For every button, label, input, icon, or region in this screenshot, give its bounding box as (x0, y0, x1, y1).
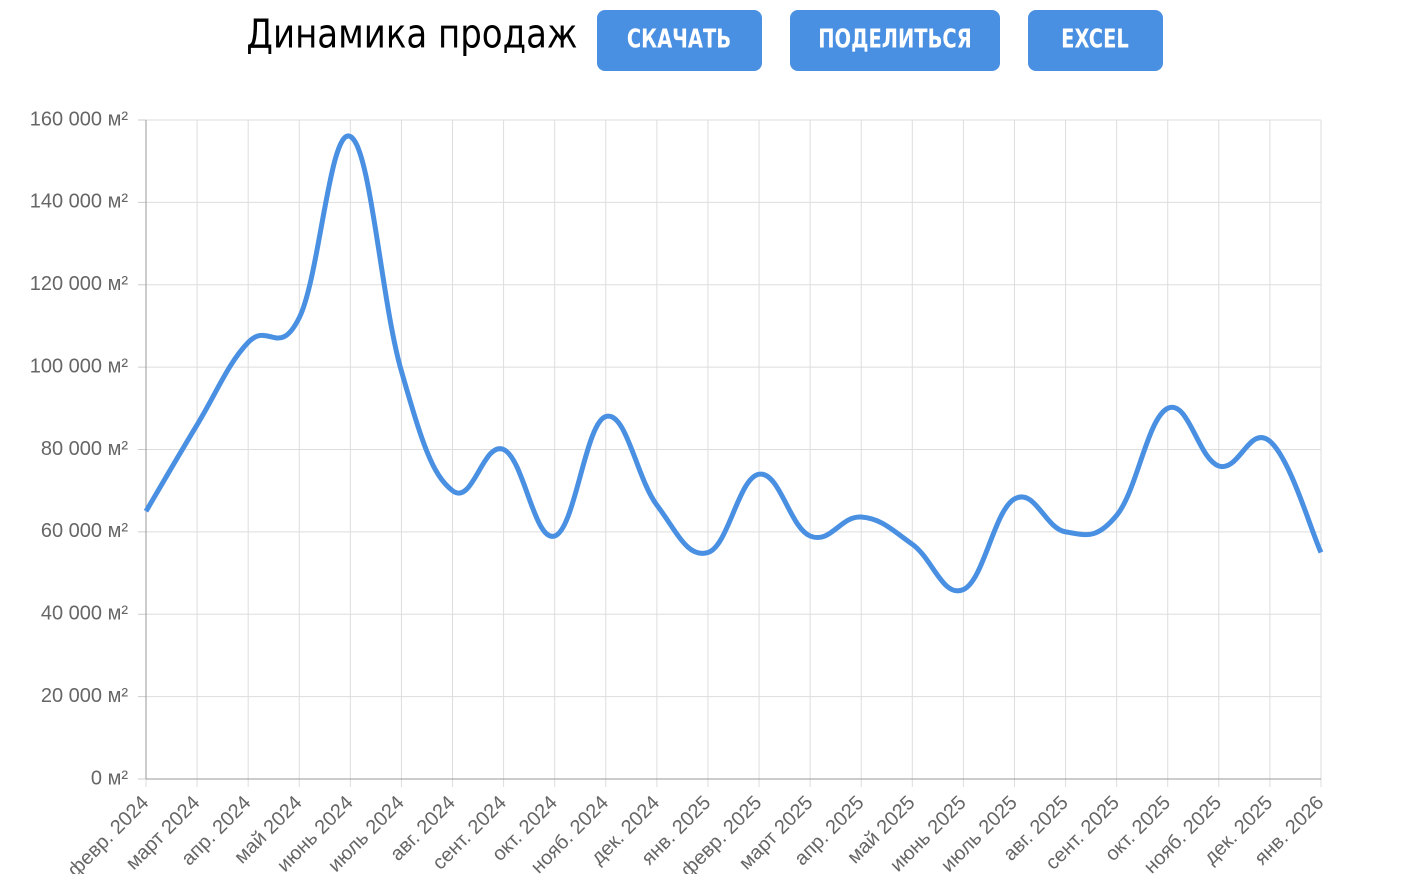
y-tick-label: 80 000 м² (41, 438, 128, 460)
y-tick-label: 100 000 м² (30, 355, 129, 377)
button-label[interactable]: СКАЧАТЬ (627, 25, 731, 54)
y-tick-label: 120 000 м² (30, 273, 129, 295)
y-tick-label: 160 000 м² (30, 108, 129, 130)
chart-title: Динамика продаж (246, 11, 577, 57)
button-bg[interactable] (1028, 10, 1163, 71)
button-bg[interactable] (790, 10, 1000, 71)
button-label[interactable]: ПОДЕЛИТЬСЯ (818, 25, 972, 54)
download-button[interactable]: СКАЧАТЬ (597, 10, 762, 71)
y-tick-label: 20 000 м² (41, 685, 128, 707)
y-tick-label: 60 000 м² (41, 520, 128, 542)
share-button[interactable]: ПОДЕЛИТЬСЯ (790, 10, 1000, 71)
button-bg[interactable] (597, 10, 762, 71)
y-tick-label: 140 000 м² (30, 191, 129, 213)
button-label[interactable]: EXCEL (1061, 25, 1129, 54)
line-series (143, 133, 1324, 594)
y-tick-label: 40 000 м² (41, 603, 128, 625)
y-tick-label: 0 м² (91, 767, 128, 789)
excel-button[interactable]: EXCEL (1028, 10, 1163, 71)
